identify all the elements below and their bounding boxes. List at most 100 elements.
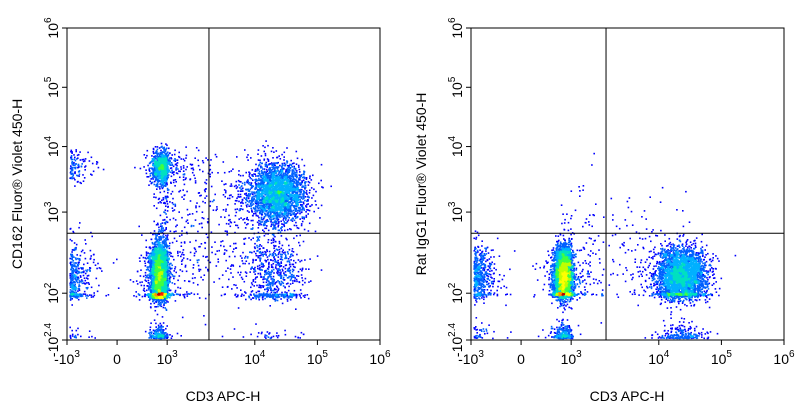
event-dot (71, 253, 73, 256)
event-dot (179, 269, 182, 271)
event-dot (153, 285, 155, 288)
event-dot (220, 216, 222, 218)
event-dot (166, 264, 169, 267)
event-dot (170, 273, 172, 275)
event-dot (159, 263, 162, 266)
event-dot (160, 235, 162, 238)
event-dot (156, 313, 159, 316)
event-dot (154, 309, 157, 312)
event-dot (162, 306, 165, 309)
event-dot (164, 254, 166, 257)
event-dot (148, 332, 150, 334)
event-dot (244, 181, 246, 184)
event-dot (78, 285, 81, 287)
event-dot (188, 280, 190, 283)
event-dot (155, 224, 158, 226)
event-dot (152, 275, 154, 277)
event-dot (158, 303, 160, 305)
event-dot (149, 268, 152, 271)
event-dot (152, 259, 155, 262)
event-dot (78, 284, 80, 286)
event-dot (148, 265, 151, 268)
event-dot (241, 198, 244, 201)
event-dot (281, 229, 283, 232)
event-dot (92, 296, 95, 298)
event-dot (86, 270, 88, 273)
event-dot (116, 258, 118, 261)
event-dot (139, 281, 141, 284)
event-dot (151, 268, 153, 270)
event-dot (117, 287, 120, 289)
event-dot (157, 274, 159, 277)
event-dot (88, 330, 91, 332)
event-dot (162, 230, 164, 233)
event-dot (154, 288, 156, 290)
event-dot (164, 259, 167, 261)
event-dot (157, 303, 160, 306)
event-dot (84, 272, 87, 275)
event-dot (69, 261, 72, 264)
event-dot (70, 297, 72, 300)
event-dot (71, 267, 74, 269)
event-dot (71, 265, 74, 268)
event-dot (159, 242, 161, 244)
event-dot (271, 221, 274, 224)
event-dot (74, 247, 77, 249)
event-dot (105, 294, 107, 297)
event-dot (156, 277, 158, 279)
event-dot (204, 323, 207, 326)
event-dot (183, 254, 185, 256)
event-dot (71, 240, 73, 242)
event-dot (156, 240, 158, 242)
event-dot (80, 295, 82, 298)
event-dot (235, 184, 237, 187)
event-dot (163, 302, 166, 304)
event-dot (163, 303, 165, 306)
event-dot (162, 233, 165, 235)
event-dot (163, 248, 166, 250)
event-dot (72, 230, 74, 233)
event-dot (163, 241, 165, 243)
event-dot (169, 296, 171, 299)
event-dot (145, 276, 147, 279)
event-dot (165, 241, 167, 244)
event-dot (77, 333, 79, 336)
event-dot (71, 271, 73, 274)
event-dot (164, 229, 166, 232)
event-dot (165, 273, 168, 275)
event-dot (71, 298, 73, 300)
event-dot (156, 292, 158, 294)
event-dot (314, 230, 317, 233)
event-dot (265, 168, 268, 171)
event-dot (173, 275, 176, 278)
event-dot (90, 296, 93, 298)
event-dot (160, 237, 162, 239)
event-dot (83, 263, 85, 266)
event-dot (69, 326, 71, 329)
event-dot (159, 302, 162, 304)
event-dot (107, 294, 110, 296)
event-dot (141, 234, 143, 236)
event-dot (71, 270, 73, 272)
event-dot (71, 272, 73, 275)
event-dot (148, 296, 150, 298)
event-dot (74, 270, 76, 272)
event-dot (151, 252, 154, 255)
event-dot (160, 303, 162, 305)
event-dot (163, 337, 165, 339)
event-dot (92, 261, 95, 264)
event-dot (147, 260, 150, 262)
event-dot (180, 255, 182, 258)
event-dot (154, 337, 157, 339)
event-dot (264, 146, 266, 149)
event-dot (149, 272, 152, 274)
event-dot (158, 326, 160, 328)
event-dot (140, 269, 142, 271)
event-dot (158, 226, 160, 229)
event-dot (72, 291, 74, 293)
event-dot (75, 268, 77, 270)
event-dot (146, 266, 149, 269)
event-dot (149, 290, 152, 292)
event-dot (85, 269, 87, 272)
event-dot (162, 265, 164, 267)
